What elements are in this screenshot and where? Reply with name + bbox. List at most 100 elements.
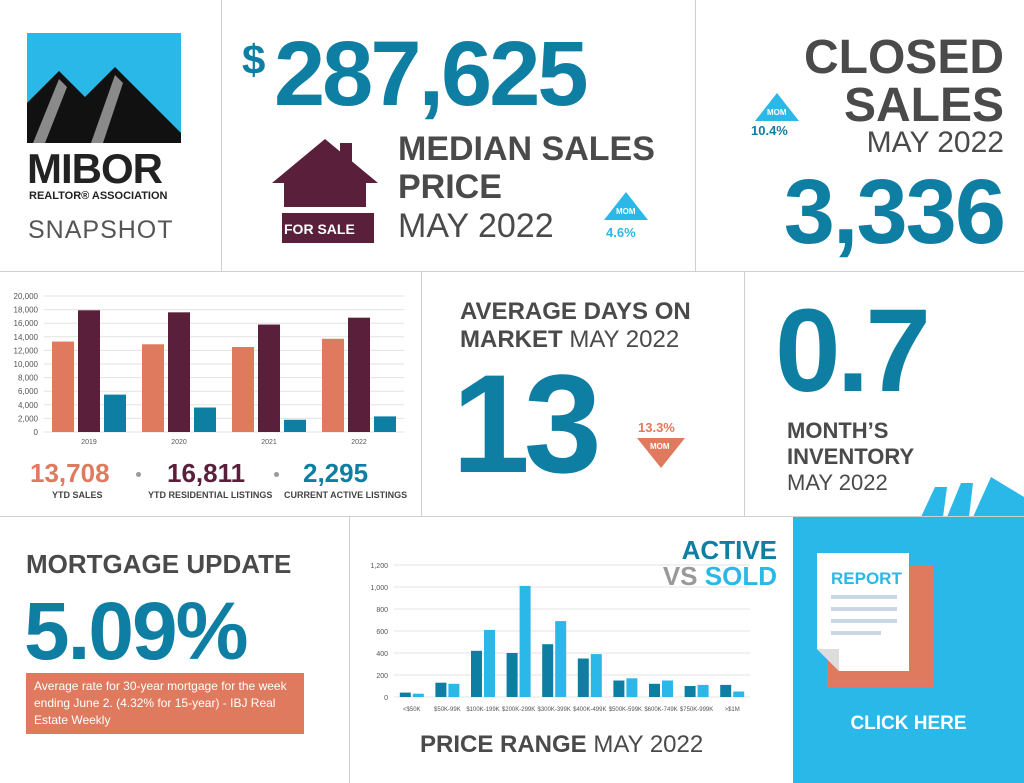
median-title-2: PRICE (398, 168, 502, 206)
y-tick-label: 10,000 (14, 360, 39, 369)
up-arrow-icon (755, 93, 799, 121)
closed-title-1: CLOSED (803, 31, 1004, 84)
x-tick-label: $200K-299K (502, 707, 535, 713)
closed-mom-value: 10.4% (751, 123, 788, 138)
vs-label: VS (662, 561, 698, 591)
x-tick-label: $500K-599K (609, 707, 642, 713)
x-tick-label: $400K-499K (573, 707, 606, 713)
legend-ytd-sales-value: 13,708 (30, 458, 110, 488)
bar-current-active-listings (194, 407, 216, 432)
price-range-period: MAY 2022 (593, 731, 704, 758)
mountain-logo-icon (27, 33, 181, 143)
bar-sold (555, 621, 567, 697)
dom-value: 13 (452, 345, 602, 502)
x-tick-label: <$50K (403, 707, 421, 713)
snapshot-label: SNAPSHOT (28, 216, 174, 244)
inventory-panel: 0.7 MONTH’S INVENTORY MAY 2022 (745, 272, 1024, 517)
legend-ytd-listings-value: 16,811 (167, 458, 246, 488)
x-tick-label: 2020 (171, 439, 187, 446)
up-arrow-icon (604, 192, 648, 220)
closed-sales-value: 3,336 (783, 161, 1006, 263)
y-tick-label: 16,000 (14, 319, 39, 328)
bar-ytd-sales (322, 338, 344, 432)
bar-active (506, 653, 518, 697)
bar-current-active-listings (374, 416, 396, 432)
ytd-legend: 13,708 YTD SALES 16,811 YTD RESIDENTIAL … (0, 458, 421, 508)
x-tick-label: 2019 (81, 439, 97, 446)
legend-ytd-sales-label: YTD SALES (52, 490, 103, 500)
mortgage-rate: 5.09% (24, 586, 249, 677)
report-panel[interactable]: REPORT CLICK HERE (793, 517, 1024, 783)
bar-active (542, 644, 554, 697)
y-tick-label: 14,000 (14, 333, 39, 342)
y-tick-label: 6,000 (18, 387, 39, 396)
legend-separator (274, 472, 279, 477)
y-tick-label: 1,200 (370, 563, 388, 570)
x-tick-label: >$1M (725, 707, 740, 713)
inventory-title-2: INVENTORY (787, 444, 915, 469)
y-tick-label: 20,000 (14, 292, 39, 301)
y-tick-label: 4,000 (18, 401, 39, 410)
bar-sold (519, 585, 531, 697)
closed-sales-panel: CLOSED SALES MAY 2022 MOM 10.4% 3,336 (696, 0, 1024, 272)
y-tick-label: 8,000 (18, 374, 39, 383)
price-range-bar-chart: 0 200 400 600 800 1,000 1,200 <$50K $50K-99K $100… (370, 563, 750, 713)
report-document-icon (817, 553, 933, 687)
bar-sold (590, 654, 602, 697)
legend-active-listings-value: 2,295 (303, 458, 369, 488)
bar-active (684, 686, 696, 697)
logo-subtitle: REALTOR® ASSOCIATION (29, 190, 168, 202)
y-tick-label: 0 (34, 428, 39, 437)
x-tick-label: 2021 (261, 439, 277, 446)
ytd-bar-chart: 0 2,000 4,000 6,000 8,000 10,000 12,000 14,000 1… (14, 292, 404, 446)
bar-active (613, 680, 625, 697)
y-tick-label: 1,000 (370, 585, 388, 592)
logo-panel: MIBOR REALTOR® ASSOCIATION SNAPSHOT (0, 0, 222, 272)
mortgage-title: MORTGAGE UPDATE (26, 549, 292, 579)
logo-name: MIBOR (27, 145, 163, 192)
closed-mom-label: MOM (767, 108, 787, 117)
median-price-value: 287,625 (274, 23, 589, 125)
y-tick-label: 18,000 (14, 306, 39, 315)
click-here-button[interactable]: CLICK HERE (850, 713, 967, 734)
price-range-label: PRICE RANGE (420, 731, 587, 758)
dom-mom-label: MOM (650, 442, 670, 451)
mortgage-note: Average rate for 30-year mortgage for th… (26, 673, 304, 734)
dom-title-period: MAY 2022 (569, 326, 680, 353)
legend-active-listings-label: CURRENT ACTIVE LISTINGS (284, 490, 408, 500)
median-period: MAY 2022 (398, 207, 554, 245)
bar-active (435, 682, 447, 697)
y-tick-label: 0 (384, 695, 388, 702)
y-tick-label: 600 (376, 629, 388, 636)
bar-sold (484, 629, 495, 697)
y-tick-label: 12,000 (14, 346, 39, 355)
bar-sold (697, 684, 709, 697)
dom-title-2: MARKET MAY 2022 (460, 326, 679, 354)
inventory-title-1: MONTH’S (787, 418, 889, 443)
sold-title: SOLD (704, 561, 777, 591)
bar-current-active-listings (284, 419, 306, 432)
x-tick-label: $100K-199K (466, 707, 499, 713)
bar-active (720, 684, 732, 697)
bar-ytd-residential-listings (168, 312, 190, 432)
bar-active (649, 683, 660, 697)
y-tick-label: 2,000 (18, 414, 39, 423)
bar-active (399, 692, 411, 697)
bar-active (471, 650, 482, 697)
y-tick-label: 800 (376, 607, 388, 614)
price-range-panel: ACTIVE VS SOLD 0 200 400 600 800 1,000 1,200 <$… (350, 517, 793, 783)
x-tick-label: $600K-749K (644, 707, 677, 713)
y-tick-label: 400 (376, 651, 388, 658)
down-arrow-icon (637, 438, 685, 468)
x-tick-label: $750K-999K (680, 707, 713, 713)
median-mom-value: 4.6% (606, 225, 636, 240)
bar-ytd-residential-listings (78, 310, 100, 432)
inventory-value: 0.7 (775, 285, 931, 417)
bar-current-active-listings (104, 394, 126, 432)
bar-active (577, 658, 589, 697)
days-on-market-panel: AVERAGE DAYS ON MARKET MAY 2022 13 13.3%… (422, 272, 745, 517)
bar-ytd-residential-listings (258, 324, 280, 432)
bar-sold (412, 693, 424, 697)
median-title-1: MEDIAN SALES (398, 130, 655, 168)
dom-title-1: AVERAGE DAYS ON (460, 298, 691, 325)
